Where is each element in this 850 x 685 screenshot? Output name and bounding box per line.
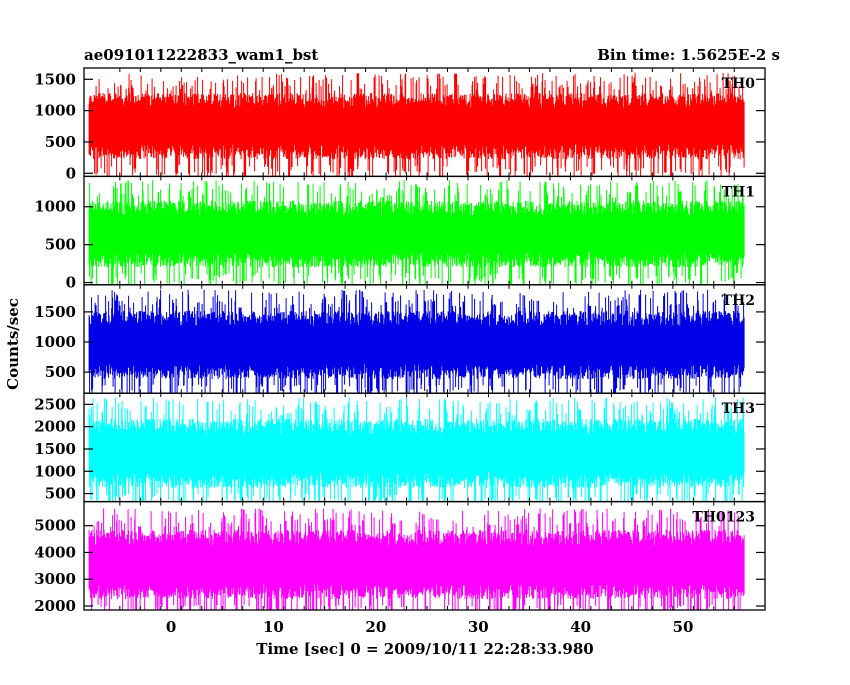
- y-axis-label: Counts/sec: [4, 298, 22, 390]
- y-tick-label: 5000: [34, 517, 76, 535]
- y-tick-label: 1500: [34, 303, 76, 321]
- y-tick-label: 1000: [34, 102, 76, 120]
- y-tick-label: 500: [45, 236, 76, 254]
- x-tick-label: 50: [673, 618, 694, 636]
- y-tick-label: 2500: [34, 395, 76, 413]
- y-tick-label: 2000: [34, 597, 76, 615]
- x-tick-label: 40: [570, 618, 591, 636]
- x-tick-label: 20: [365, 618, 386, 636]
- panel-th2: 500 1000 1500 TH2: [34, 284, 766, 394]
- panel-th0: 0 500 1000 1500 TH0: [34, 67, 766, 182]
- bin-time-label: Bin time: 1.5625E-2 s: [597, 46, 780, 64]
- y-tick-label: 500: [45, 363, 76, 381]
- x-axis: 0 10 20 30 40 50: [166, 618, 694, 636]
- y-tick-label: 1000: [34, 198, 76, 216]
- y-tick-label: 500: [45, 133, 76, 151]
- series-th3-trace: [88, 397, 745, 502]
- series-th2-trace: [88, 289, 745, 394]
- panel-frame: [83, 500, 766, 611]
- panel-th0123: 2000 3000 4000 5000 TH0123: [34, 500, 766, 615]
- y-tick-label: 0: [66, 164, 76, 182]
- y-tick-label: 3000: [34, 570, 76, 588]
- panels: 0 500 1000 1500 TH0 0 500 1000 TH1 500 1000 1500 TH2…: [34, 67, 766, 615]
- series-th1-label: TH1: [722, 184, 755, 200]
- x-tick-label: 10: [263, 618, 284, 636]
- y-tick-label: 2000: [34, 418, 76, 436]
- y-tick-label: 1000: [34, 333, 76, 351]
- panel-th3: 500 1000 1500 2000 2500 TH3: [34, 392, 766, 503]
- y-tick-label: 1500: [34, 70, 76, 88]
- x-tick-label: 30: [468, 618, 489, 636]
- series-th0-label: TH0: [722, 76, 756, 92]
- x-tick-label: 0: [166, 618, 176, 636]
- series-th2-label: TH2: [722, 293, 755, 309]
- x-axis-label: Time [sec] 0 = 2009/10/11 22:28:33.980: [256, 640, 593, 658]
- y-tick-label: 500: [45, 485, 76, 503]
- y-tick-label: 1500: [34, 440, 76, 458]
- panel-th1: 0 500 1000 TH1: [34, 175, 766, 292]
- series-th0123-trace: [88, 508, 745, 611]
- y-tick-label: 4000: [34, 543, 76, 561]
- chart-title: ae091011222833_wam1_bst: [84, 46, 318, 64]
- y-tick-label: 0: [66, 274, 76, 292]
- series-th3-label: TH3: [722, 401, 755, 417]
- series-th0123-label: TH0123: [692, 510, 755, 526]
- y-tick-label: 1000: [34, 462, 76, 480]
- series-th1-trace: [88, 180, 745, 285]
- series-th0-trace: [88, 72, 745, 177]
